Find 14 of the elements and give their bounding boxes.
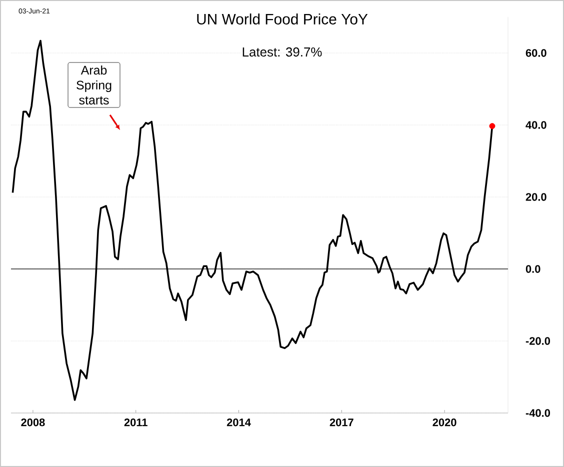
x-tick-label: 2014 — [226, 418, 251, 426]
annotation: Arab Spring starts — [76, 65, 112, 105]
annotation: Latest: 39.7% — [242, 47, 322, 57]
y-tick-label: -40.0 — [526, 409, 550, 417]
y-tick-label: -20.0 — [526, 337, 550, 345]
x-tick-label: 2017 — [330, 418, 354, 426]
y-tick-label: 40.0 — [526, 121, 546, 129]
y-tick-label: 60.0 — [526, 49, 546, 57]
x-tick-label: 2008 — [21, 418, 45, 426]
chart-title: UN World Food Price YoY — [197, 14, 368, 24]
x-tick-label: 2020 — [432, 418, 456, 426]
x-tick-label: 2011 — [124, 418, 148, 426]
y-tick-label: 0.0 — [526, 265, 540, 273]
y-tick-label: 20.0 — [526, 193, 546, 201]
